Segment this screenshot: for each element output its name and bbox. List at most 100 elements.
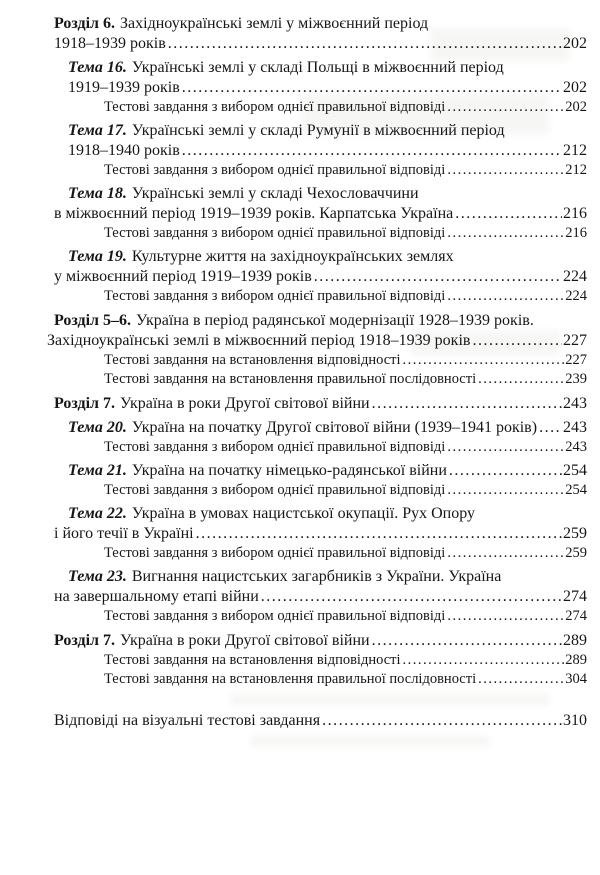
toc-entry: Розділ 6. Західноукраїнські землі у міжво… [54,14,587,54]
toc-entry-line: Тестові завдання з вибором однієї правил… [104,287,587,306]
toc-entry-title-text: Тестові завдання з вибором однієї правил… [104,288,446,304]
toc-entry-title-text: Тестові завдання на встановлення відпові… [104,352,401,368]
page-number: 289 [565,652,587,668]
toc-entry-line: Тестові завдання з вибором однієї правил… [104,98,587,117]
toc-entry: Тестові завдання з вибором однієї правил… [104,287,587,306]
toc-entry-continuation-line: в міжвоєнний період 1919–1939 років. Кар… [54,204,587,224]
page-number: 243 [565,439,587,455]
scan-showthrough-artifact [250,735,490,747]
dotted-leader [478,670,564,689]
dotted-leader [196,524,562,544]
toc-entry-continuation-line: на завершальному етапі війни 274 [54,587,587,607]
toc-entry-title-text: Україна в умовах нацистської окупації. Р… [131,505,476,522]
dotted-leader [447,287,564,306]
toc-entry-title-text: Тестові завдання з вибором однієї правил… [104,482,446,498]
toc-entry: Тестові завдання на встановлення правиль… [104,370,587,389]
toc-entry-line: Тема 16. Українські землі у складі Польщі… [68,58,587,78]
dotted-leader [372,631,562,651]
toc-entry-title-text: 1918–1939 років [54,35,166,52]
page-number: 254 [563,462,587,479]
toc-entry-number-prefix: Тема 19. [68,248,127,265]
toc-entry-number-prefix: Розділ 7. [54,632,116,649]
toc-entry-title-text: Тестові завдання на встановлення правиль… [104,671,477,687]
page-number: 239 [565,371,587,387]
page-number: 212 [565,162,587,178]
page-number: 243 [563,395,587,412]
toc-entry: Тестові завдання з вибором однієї правил… [104,438,587,457]
toc-entry: Тема 19. Культурне життя на західноукраїн… [54,247,587,287]
toc-entry-line: Розділ 7. Україна в роки Другої світової … [54,394,587,414]
toc-entry-title-text: в міжвоєнний період 1919–1939 років. Кар… [54,205,454,222]
toc-entry-line: Тема 19. Культурне життя на західноукраїн… [68,247,587,267]
toc-list: Розділ 6. Західноукраїнські землі у міжво… [47,14,587,731]
toc-entry-title-text: 1918–1940 років [68,142,180,159]
toc-entry-title-text: Західноукраїнські землі у міжвоєнний пер… [120,15,429,32]
dotted-leader [449,461,562,481]
toc-entry: Тестові завдання на встановлення правиль… [104,670,587,689]
toc-entry: Тестові завдання на встановлення відпові… [104,351,587,370]
page-number: 310 [563,712,587,729]
toc-entry: Тема 20. Україна на початку Другої світов… [68,418,587,438]
toc-entry: Тема 16. Українські землі у складі Польщі… [68,58,587,98]
toc-entry-title-text: і його течії в Україні [54,525,194,542]
page-number: 202 [563,79,587,96]
toc-entry: Тема 18. Українські землі у складі Чехосл… [54,184,587,224]
toc-entry: Розділ 5–6. Україна в період радянської м… [47,311,587,351]
toc-entry-title-text: Тестові завдання з вибором однієї правил… [104,545,446,561]
dotted-leader [539,418,562,438]
dotted-leader [478,370,564,389]
page-number: 274 [565,608,587,624]
toc-entry-line: Тестові завдання на встановлення відпові… [104,351,587,370]
toc-entry-title-text: у міжвоєнний період 1919–1939 років [54,268,312,285]
page-number: 216 [563,205,587,222]
toc-entry-line: Тема 17. Українські землі у складі Румуні… [68,121,587,141]
toc-entry-title-text: Культурне життя на західноукраїнських зе… [131,248,454,265]
toc-entry-title-text: Україна на початку німецько-радянської в… [131,462,447,479]
toc-entry-line: Тестові завдання на встановлення правиль… [104,370,587,389]
page-number: 274 [563,588,587,605]
page-number: 212 [563,142,587,159]
page-number: 224 [563,268,587,285]
toc-entry-line: Тема 22. Україна в умовах нацистської оку… [68,504,587,524]
toc-entry-line: Тестові завдання з вибором однієї правил… [104,481,587,500]
dotted-leader [447,544,564,563]
page-number: 227 [563,332,587,349]
toc-entry-title-text: Тестові завдання з вибором однієї правил… [104,162,446,178]
toc-entry-line: Розділ 5–6. Україна в період радянської м… [54,311,587,331]
toc-entry: Тестові завдання з вибором однієї правил… [104,544,587,563]
toc-entry: Тема 21. Україна на початку німецько-радя… [68,461,587,481]
toc-entry-line: Тестові завдання з вибором однієї правил… [104,544,587,563]
toc-entry-title-text: Відповіді на візуальні тестові завдання [54,712,321,729]
toc-entry-title-text: Тестові завдання на встановлення правиль… [104,371,477,387]
toc-entry-continuation-line: 1919–1939 років 202 [68,78,587,98]
page-number: 224 [565,288,587,304]
dotted-leader [447,224,564,243]
toc-entry-title-text: Західноукраїнські землі в міжвоєнний пер… [47,332,471,349]
toc-entry-title-text: Тестові завдання на встановлення відпові… [104,652,401,668]
page-number: 243 [563,419,587,436]
dotted-leader [403,351,565,370]
toc-entry: Відповіді на візуальні тестові завдання 3… [54,711,587,731]
page-number: 254 [565,482,587,498]
toc-entry: Тестові завдання з вибором однієї правил… [104,607,587,626]
toc-entry-title-text: Україна в період радянської модернізації… [136,312,534,329]
dotted-leader [403,651,565,670]
dotted-leader [372,394,562,414]
toc-entry-title-text: на завершальному етапі війни [54,588,259,605]
toc-entry: Тестові завдання з вибором однієї правил… [104,161,587,180]
toc-entry: Тема 22. Україна в умовах нацистської оку… [54,504,587,544]
toc-entry-title-text: Україна в роки Другої світової війни [120,632,370,649]
dotted-leader [447,438,564,457]
toc-entry-line: Відповіді на візуальні тестові завдання 3… [54,711,587,731]
toc-entry-number-prefix: Розділ 5–6. [54,312,132,329]
toc-entry-line: Тестові завдання з вибором однієї правил… [104,607,587,626]
toc-entry-line: Розділ 6. Західноукраїнські землі у міжво… [54,14,587,34]
toc-entry: Тема 17. Українські землі у складі Румуні… [68,121,587,161]
toc-entry-title-text: 1919–1939 років [68,79,180,96]
page-number: 202 [565,99,587,115]
dotted-leader [447,481,564,500]
page-number: 259 [563,525,587,542]
page-number: 227 [565,352,587,368]
toc-entry-line: Тестові завдання з вибором однієї правил… [104,438,587,457]
